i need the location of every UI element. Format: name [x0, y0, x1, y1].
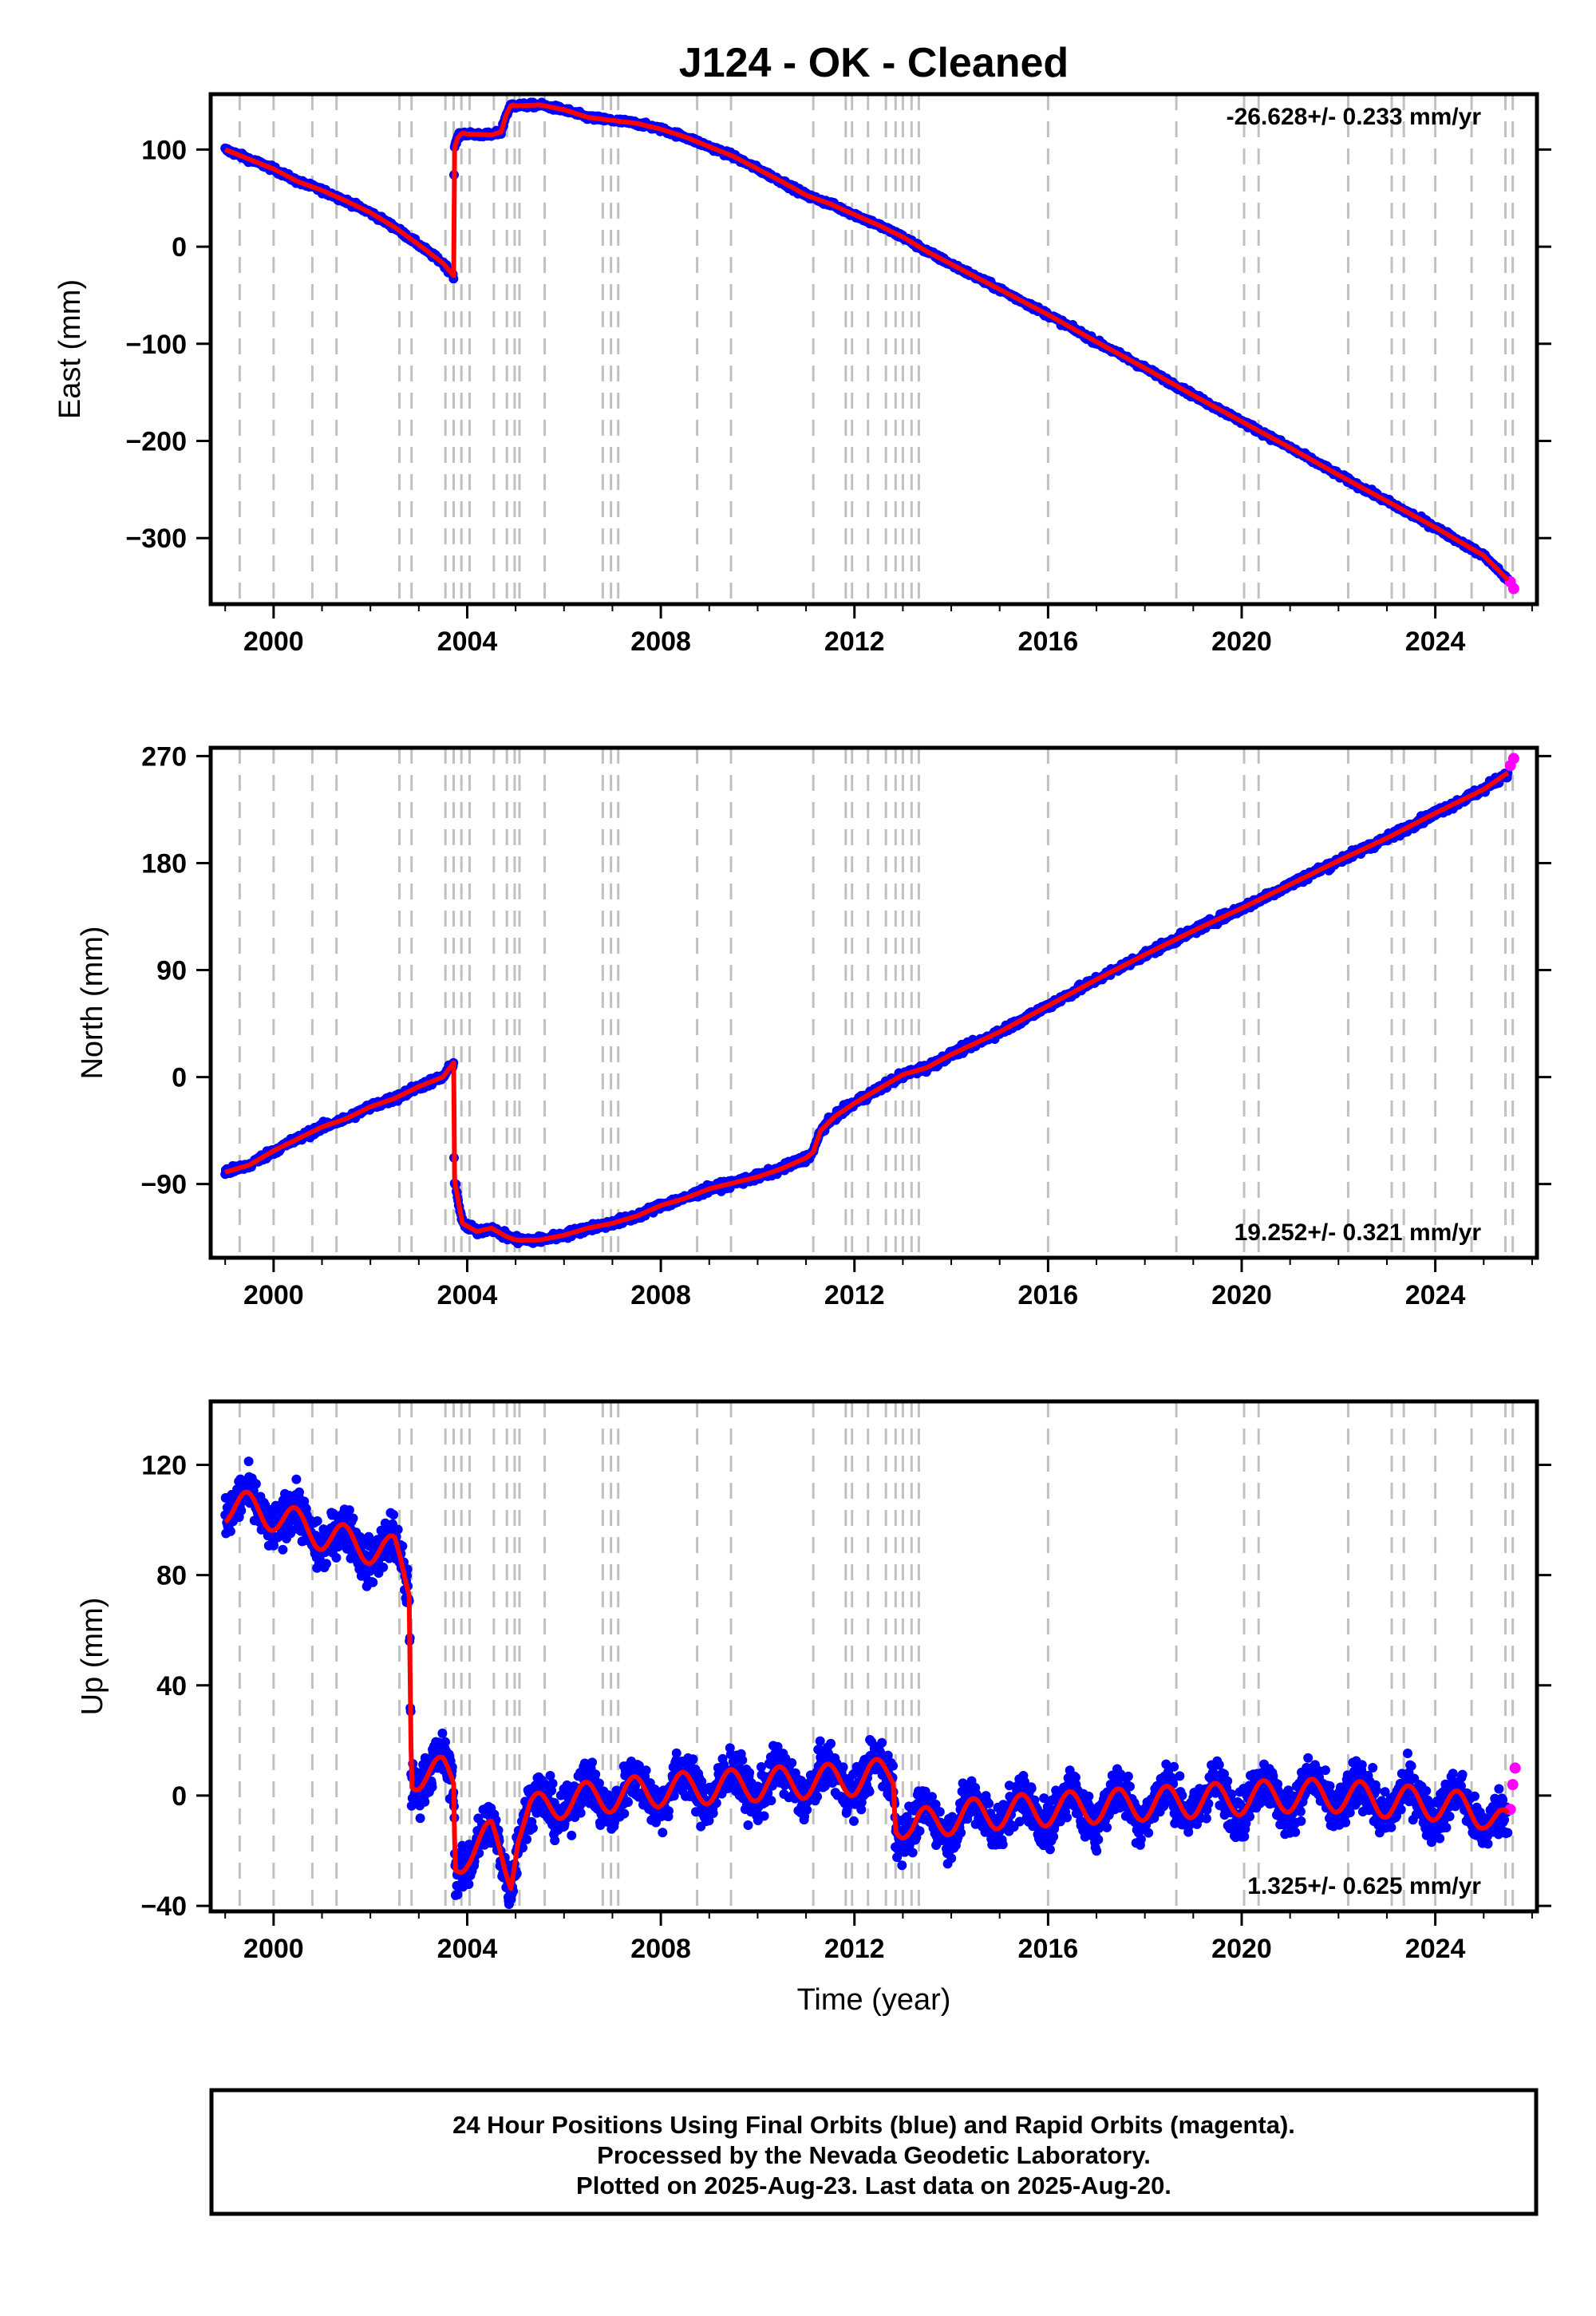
final-orbit-points — [220, 97, 1513, 585]
y-axis-label: East (mm) — [53, 279, 87, 419]
final-orbit-points — [220, 768, 1513, 1249]
panel-east: 2000 2004 2008 2012 2016 2020 2024 −300 −200 −100… — [53, 92, 1551, 657]
y-tick-label: 100 — [141, 135, 187, 165]
model-fit-line — [223, 1489, 1510, 1891]
rapid-orbit-point — [1509, 1762, 1521, 1774]
x-tick-label: 2016 — [1018, 626, 1079, 657]
x-tick-label: 2004 — [437, 1934, 498, 1964]
y-tick-label: 0 — [172, 1781, 187, 1812]
y-tick-label: 0 — [172, 1063, 187, 1093]
final-orbit-scatter — [220, 1456, 1513, 1909]
x-tick-label: 2016 — [1018, 1934, 1079, 1964]
panel-frame — [208, 745, 1539, 1260]
velocity-annotation: -26.628+/- 0.233 mm/yr — [1227, 104, 1482, 130]
x-tick-label: 2012 — [824, 1934, 885, 1964]
y-tick-label: −100 — [125, 330, 187, 360]
final-orbit-scatter — [220, 97, 1513, 585]
model-fit-line — [223, 770, 1510, 1243]
y-tick-label: 0 — [172, 232, 187, 263]
final-orbit-points — [220, 1456, 1513, 1909]
rapid-orbit-points — [1504, 1762, 1521, 1816]
y-tick-label: 90 — [156, 956, 187, 986]
x-tick-label: 2024 — [1405, 1934, 1466, 1964]
x-tick-label: 2004 — [437, 626, 498, 657]
footer-frame — [209, 2088, 1539, 2216]
y-tick-label: −90 — [140, 1170, 187, 1200]
rapid-orbit-point — [1507, 1779, 1519, 1791]
footer-line-1: 24 Hour Positions Using Final Orbits (bl… — [452, 2111, 1295, 2139]
x-tick-label: 2008 — [630, 1934, 691, 1964]
x-tick-label: 2012 — [824, 626, 885, 657]
x-tick-label: 2016 — [1018, 1280, 1079, 1310]
x-tick-label: 2012 — [824, 1280, 885, 1310]
x-tick-label: 2008 — [630, 626, 691, 657]
x-tick-label: 2008 — [630, 1280, 691, 1310]
panel-frame — [208, 92, 1539, 607]
y-tick-label: 120 — [141, 1450, 187, 1480]
y-tick-label: −40 — [140, 1891, 187, 1922]
footer-box: 24 Hour Positions Using Final Orbits (bl… — [209, 2088, 1539, 2216]
rapid-orbit-points — [1504, 753, 1519, 772]
x-tick-label: 2004 — [437, 1280, 498, 1310]
y-tick-label: 80 — [156, 1561, 187, 1591]
panel-north: 2000 2004 2008 2012 2016 2020 2024 −90 0 90 180 270… — [76, 741, 1551, 1310]
model-fit-line — [223, 102, 1510, 582]
panel-up: 2000 2004 2008 2012 2016 2020 2024 −40 0 40 80 120 U… — [76, 1399, 1551, 1964]
x-tick-label: 2000 — [243, 626, 304, 657]
y-tick-label: 180 — [141, 848, 187, 879]
x-tick-label: 2020 — [1211, 1280, 1272, 1310]
x-axis-label: Time (year) — [797, 1983, 951, 2017]
rapid-orbit-point — [1507, 583, 1519, 595]
x-tick-label: 2020 — [1211, 626, 1272, 657]
y-axis-label: North (mm) — [76, 926, 109, 1079]
rapid-orbit-point — [1507, 753, 1519, 765]
y-axis-label: Up (mm) — [76, 1598, 109, 1716]
footer-line-2: Processed by the Nevada Geodetic Laborat… — [597, 2141, 1151, 2169]
y-tick-label: 40 — [156, 1671, 187, 1701]
chart-title: J124 - OK - Cleaned — [679, 40, 1069, 86]
velocity-annotation: 1.325+/- 0.625 mm/yr — [1247, 1873, 1481, 1899]
x-tick-label: 2000 — [243, 1280, 304, 1310]
x-tick-label: 2000 — [243, 1934, 304, 1964]
panel-frame — [208, 1399, 1539, 1914]
x-tick-label: 2020 — [1211, 1934, 1272, 1964]
velocity-annotation: 19.252+/- 0.321 mm/yr — [1235, 1219, 1482, 1246]
y-tick-label: −200 — [125, 427, 187, 457]
x-tick-label: 2024 — [1405, 1280, 1466, 1310]
y-tick-label: 270 — [141, 741, 187, 772]
x-tick-label: 2024 — [1405, 626, 1466, 657]
final-orbit-scatter — [220, 768, 1513, 1249]
y-tick-label: −300 — [125, 524, 187, 554]
footer-line-3: Plotted on 2025-Aug-23. Last data on 202… — [576, 2172, 1171, 2199]
